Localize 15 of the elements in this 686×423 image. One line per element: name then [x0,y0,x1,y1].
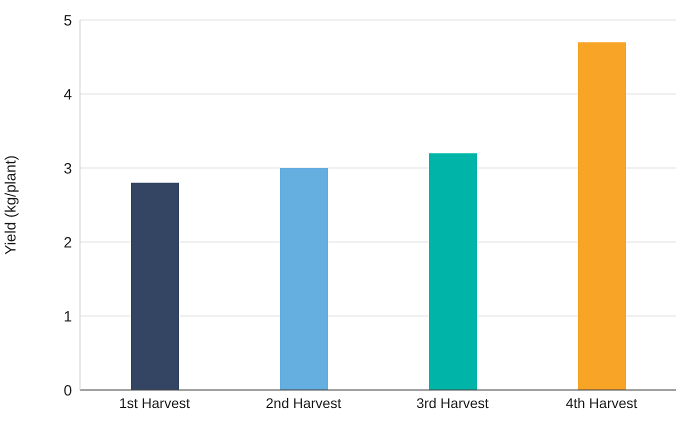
y-tick-label: 5 [64,12,72,30]
y-tick-label: 3 [64,160,72,178]
bar [131,182,179,390]
bar [280,168,328,390]
x-tick-label: 3rd Harvest [416,394,489,411]
y-tick-label: 1 [64,308,72,326]
y-tick-label: 0 [64,382,72,400]
x-tick-label: 4th Harvest [566,394,638,411]
bar [578,42,626,390]
y-axis-title: Yield (kg/plant) [2,155,20,255]
x-tick-label: 1st Harvest [119,394,190,411]
y-tick-label: 4 [64,86,72,104]
x-tick-label: 2nd Harvest [266,394,342,411]
bar [429,153,477,390]
y-tick-label: 2 [64,234,72,252]
